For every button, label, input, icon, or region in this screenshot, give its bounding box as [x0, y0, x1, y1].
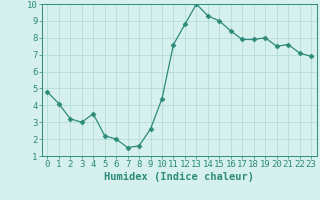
- X-axis label: Humidex (Indice chaleur): Humidex (Indice chaleur): [104, 172, 254, 182]
